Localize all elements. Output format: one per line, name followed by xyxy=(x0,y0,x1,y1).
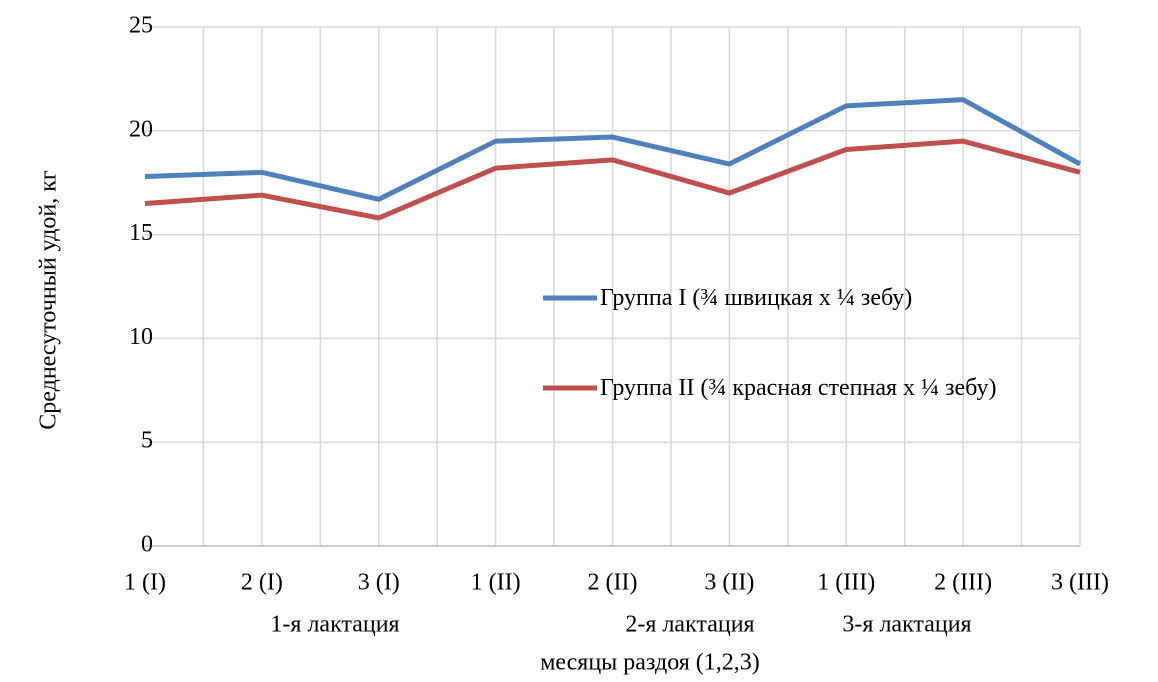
group-label: 2-я лактация xyxy=(625,612,754,638)
series-line xyxy=(144,97,1082,202)
x-tick-label: 1 (III) xyxy=(817,570,875,596)
x-tick-label: 2 (II) xyxy=(588,570,638,596)
group-label: 1-я лактация xyxy=(270,612,399,638)
x-tick-label: 3 (III) xyxy=(1051,570,1109,596)
x-axis-label: месяцы раздоя (1,2,3) xyxy=(540,650,760,676)
y-tick-label: 0 xyxy=(141,532,153,558)
x-tick-label: 3 (I) xyxy=(358,570,400,596)
x-tick-label: 2 (III) xyxy=(934,570,992,596)
x-tick-label: 1 (I) xyxy=(124,570,166,596)
x-tick-label: 3 (II) xyxy=(704,570,754,596)
y-tick-label: 10 xyxy=(129,324,153,350)
y-axis-label: Среднесуточный удой, кг xyxy=(36,170,62,430)
series-line xyxy=(144,138,1081,221)
y-tick-label: 5 xyxy=(141,428,153,454)
group-label: 3-я лактация xyxy=(842,612,971,638)
y-tick-label: 15 xyxy=(129,220,153,246)
y-tick-label: 25 xyxy=(129,13,153,39)
y-tick-label: 20 xyxy=(129,116,153,142)
x-tick-label: 2 (I) xyxy=(241,570,283,596)
legend-label: Группа I (¾ швицкая х ¼ зебу) xyxy=(600,285,913,311)
legend-label: Группа II (¾ красная степная х ¼ зебу) xyxy=(600,375,997,401)
x-tick-label: 1 (II) xyxy=(471,570,521,596)
